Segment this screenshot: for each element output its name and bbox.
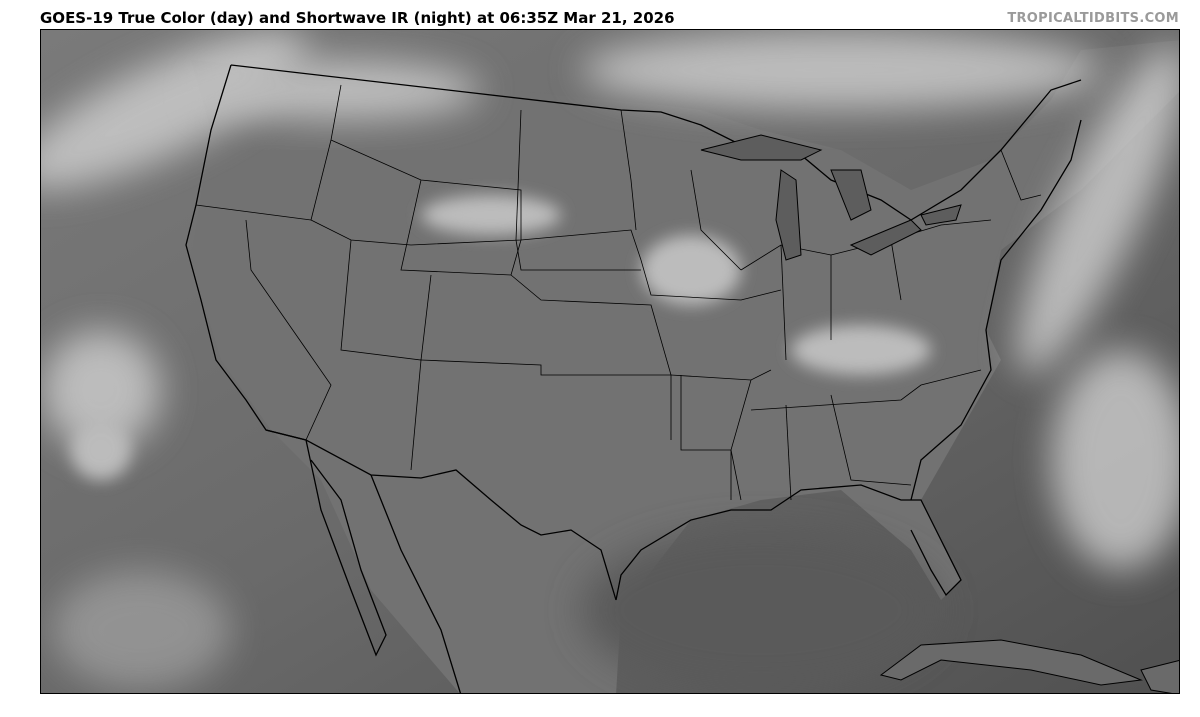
great-lakes [700, 134, 962, 261]
mexico-coast [370, 474, 462, 693]
satellite-map [40, 29, 1180, 694]
baja-california [305, 439, 387, 657]
caribbean-islands [879, 639, 1179, 693]
cloud-layer [41, 30, 1179, 690]
us-coastline-west [185, 64, 307, 441]
site-credit: TROPICALTIDBITS.COM [1007, 11, 1179, 26]
us-mexico-border [265, 429, 617, 601]
gulf-of-mexico [581, 530, 941, 690]
state-borders [195, 84, 1042, 501]
satellite-image [41, 30, 1179, 693]
us-coastline-east [910, 119, 1082, 501]
gulf-coast [615, 484, 962, 601]
map-title: GOES-19 True Color (day) and Shortwave I… [40, 9, 675, 27]
